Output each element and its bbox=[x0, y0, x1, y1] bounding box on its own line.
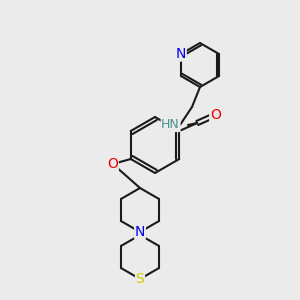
Text: S: S bbox=[136, 272, 144, 286]
Text: N: N bbox=[135, 225, 145, 239]
Text: HN: HN bbox=[161, 118, 180, 131]
Text: O: O bbox=[107, 157, 118, 171]
Text: N: N bbox=[176, 47, 186, 61]
Text: O: O bbox=[210, 108, 221, 122]
